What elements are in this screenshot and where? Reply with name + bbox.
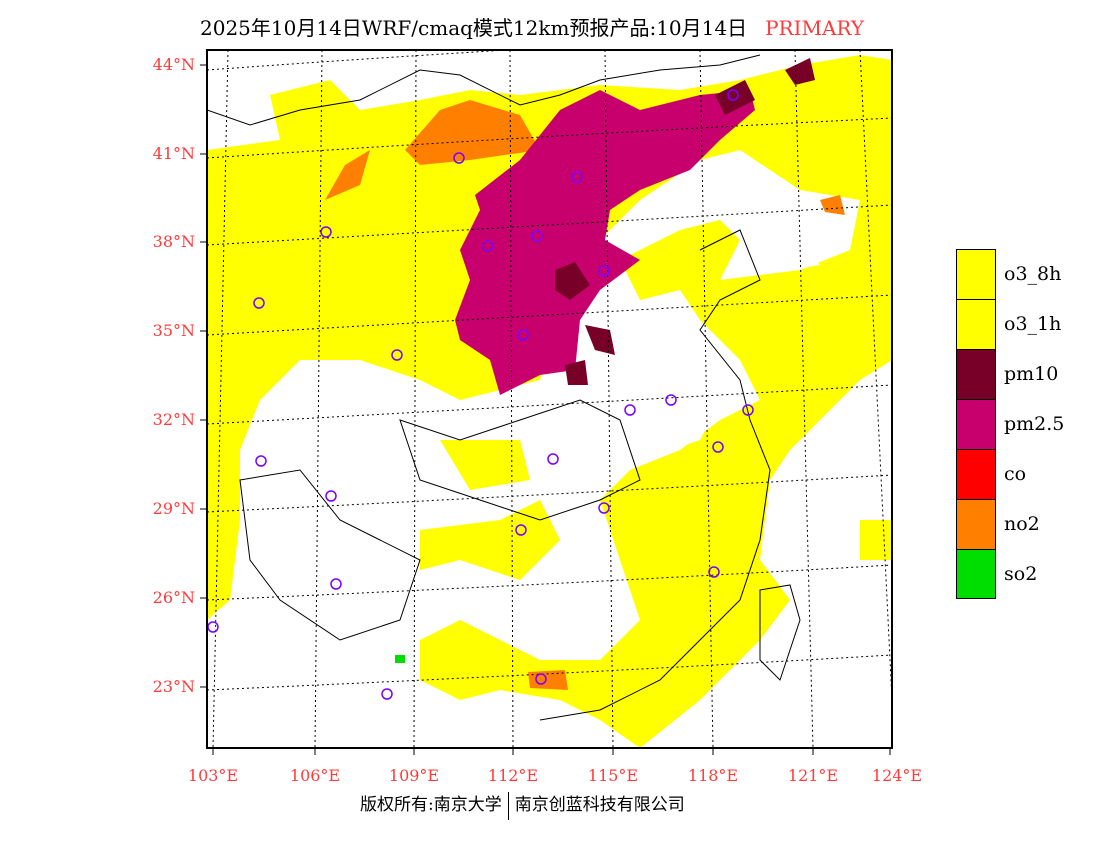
primary-tag: PRIMARY xyxy=(765,16,865,40)
legend-item-so2: so2 xyxy=(956,549,1064,599)
lon-label: 118°E xyxy=(687,766,739,785)
lon-label: 109°E xyxy=(388,766,440,785)
map-title: 2025年10月14日WRF/cmaq模式12km预报产品:10月14日 PRIM… xyxy=(200,12,864,41)
legend-swatch xyxy=(956,449,996,499)
lat-label: 29°N xyxy=(152,499,195,518)
lon-label: 124°E xyxy=(871,766,923,785)
legend-swatch xyxy=(956,399,996,449)
copyright-footer: 版权所有:南京大学 南京创蓝科技有限公司 xyxy=(360,790,685,820)
legend-item-o3_8h: o3_8h xyxy=(956,249,1064,299)
legend-swatch xyxy=(956,349,996,399)
station-markers xyxy=(207,89,754,700)
lon-label: 112°E xyxy=(487,766,539,785)
legend-swatch xyxy=(956,549,996,599)
copyright-company: 南京创蓝科技有限公司 xyxy=(514,795,685,815)
legend-label: pm2.5 xyxy=(1004,413,1065,435)
o3-area xyxy=(207,55,892,748)
lat-label: 23°N xyxy=(152,677,195,696)
lat-label: 41°N xyxy=(152,144,195,163)
legend: o3_8h o3_1h pm10 pm2.5 co no2 so2 xyxy=(956,249,1064,599)
legend-item-co: co xyxy=(956,449,1064,499)
legend-label: co xyxy=(1004,463,1027,485)
copyright-owner: 版权所有:南京大学 xyxy=(360,795,502,815)
legend-label: o3_1h xyxy=(1004,313,1062,335)
lat-label: 26°N xyxy=(152,588,195,607)
map-frame xyxy=(206,49,893,749)
legend-swatch xyxy=(956,499,996,549)
legend-item-pm25: pm2.5 xyxy=(956,399,1064,449)
lat-label: 32°N xyxy=(152,410,195,429)
lat-label: 35°N xyxy=(152,321,195,340)
title-text: 2025年10月14日WRF/cmaq模式12km预报产品:10月14日 xyxy=(200,16,748,40)
lat-label: 44°N xyxy=(152,55,195,74)
footer-divider xyxy=(507,791,509,820)
legend-item-no2: no2 xyxy=(956,499,1064,549)
legend-item-pm10: pm10 xyxy=(956,349,1064,399)
legend-label: o3_8h xyxy=(1004,263,1062,285)
lon-label: 103°E xyxy=(187,766,239,785)
legend-item-o3_1h: o3_1h xyxy=(956,299,1064,349)
legend-label: pm10 xyxy=(1004,363,1059,385)
lon-label: 121°E xyxy=(787,766,839,785)
legend-swatch xyxy=(956,249,996,299)
lon-label: 115°E xyxy=(587,766,639,785)
lat-label: 38°N xyxy=(152,232,195,251)
legend-swatch xyxy=(956,299,996,349)
legend-label: so2 xyxy=(1004,563,1038,585)
legend-label: no2 xyxy=(1004,513,1040,535)
lon-label: 106°E xyxy=(289,766,341,785)
